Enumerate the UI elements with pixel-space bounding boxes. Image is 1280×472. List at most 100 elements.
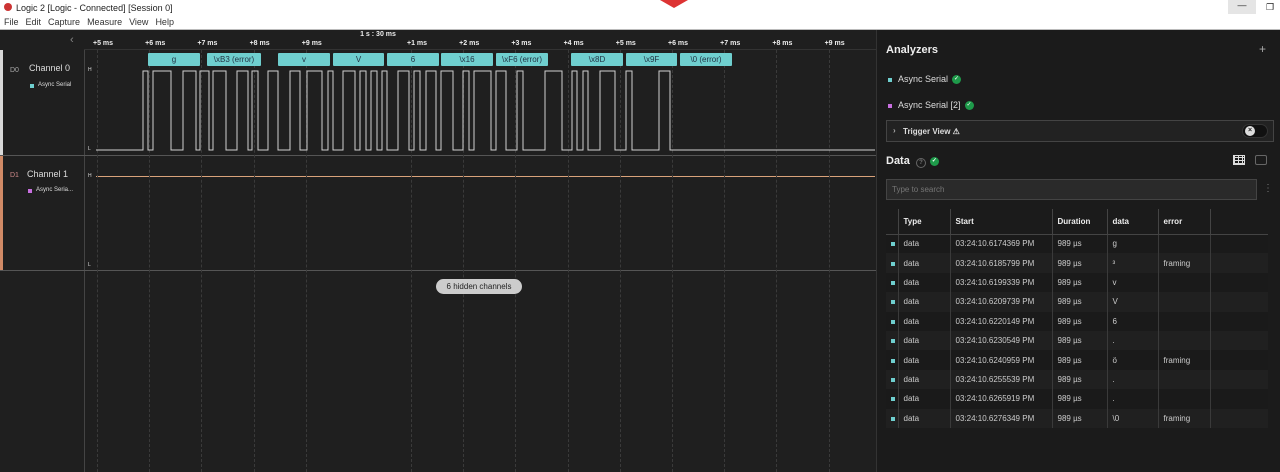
time-ruler: 1 s : 30 ms +5 ms +6 ms +7 ms +8 ms +9 ms +1 … xyxy=(84,30,876,50)
title-bar: Logic 2 [Logic - Connected] [Session 0] … xyxy=(0,0,1280,15)
protocol-annotation[interactable]: \xB3 (error) xyxy=(207,53,261,66)
app-logo-icon xyxy=(4,3,12,11)
table-row[interactable]: data 03:24:10.6230549 PM 989 µs. xyxy=(886,330,1268,351)
analyzer-item[interactable]: Async Serial [2] ✓ xyxy=(888,100,974,111)
column-header-duration[interactable]: Duration xyxy=(1052,209,1108,235)
terminal-view-icon[interactable] xyxy=(1255,155,1267,165)
time-tick: +9 ms xyxy=(301,40,322,47)
grid-line xyxy=(619,50,621,472)
trigger-toggle[interactable]: × xyxy=(1242,124,1268,138)
menu-file[interactable]: File xyxy=(4,17,19,27)
table-row[interactable]: data 03:24:10.6174369 PM 989 µs g xyxy=(886,234,1268,254)
minimize-button[interactable]: — xyxy=(1228,0,1256,14)
channel-name[interactable]: Channel 1 xyxy=(27,169,69,179)
column-header-error[interactable]: error xyxy=(1158,209,1211,235)
close-icon: × xyxy=(1245,126,1255,136)
protocol-annotation[interactable]: g xyxy=(148,53,200,66)
grid-line xyxy=(672,50,673,472)
time-tick: +9 ms xyxy=(824,40,845,47)
table-row[interactable]: data 03:24:10.6276349 PM 989 µs \0 framing xyxy=(886,408,1268,428)
table-row[interactable]: data 03:24:10.6220149 PM 989 µs 6 xyxy=(886,311,1268,331)
table-row[interactable]: data 03:24:10.6255539 PM 989 µs. xyxy=(886,369,1268,390)
channel-0-waveform xyxy=(96,70,875,151)
column-header-type[interactable]: Type xyxy=(898,209,951,235)
analyzer-item[interactable]: Async Serial ✓ xyxy=(888,74,962,85)
help-icon[interactable]: ? xyxy=(915,158,926,168)
cell-type: data xyxy=(898,350,951,370)
cell-type: data xyxy=(898,234,951,254)
channel-id: D1 xyxy=(10,172,19,179)
grid-line xyxy=(411,50,412,472)
search-input[interactable] xyxy=(886,179,1257,200)
protocol-annotation[interactable]: \0 (error) xyxy=(680,53,732,66)
cell-data: \0 xyxy=(1107,408,1159,428)
low-label: L xyxy=(88,146,91,152)
column-header-data[interactable]: data xyxy=(1107,209,1159,235)
grid-line xyxy=(776,50,778,472)
channel-row-1[interactable]: D1 Channel 1 Async Seria... H L xyxy=(0,156,876,271)
hidden-channels-button[interactable]: 6 hidden channels xyxy=(436,279,522,294)
channel-analyzer-label[interactable]: Async Seria... xyxy=(36,187,74,193)
channel-1-signal xyxy=(96,176,875,177)
add-analyzer-button[interactable]: + xyxy=(1259,42,1267,56)
row-color-icon xyxy=(891,397,895,402)
protocol-annotation[interactable]: 6 xyxy=(387,53,439,66)
table-row[interactable]: data 03:24:10.6199339 PM 989 µs v xyxy=(886,272,1268,293)
grid-line xyxy=(305,50,307,472)
table-row[interactable]: data 03:24:10.6240959 PM 989 µs ö framing xyxy=(886,350,1268,370)
grid-line xyxy=(724,50,726,472)
menu-help[interactable]: Help xyxy=(155,17,174,27)
time-tick: +5 ms xyxy=(92,40,114,47)
collapse-chevron-icon[interactable]: ‹ xyxy=(70,34,74,46)
cell-type: data xyxy=(898,369,951,390)
cell-error xyxy=(1158,369,1211,390)
cell-type: data xyxy=(898,253,951,273)
high-label: H xyxy=(88,173,92,179)
menu-edit[interactable]: Edit xyxy=(25,17,42,27)
channel-analyzer-label[interactable]: Async Serial xyxy=(38,82,72,88)
cell-duration: 989 µs xyxy=(1052,272,1108,293)
protocol-annotation[interactable]: \xF6 (error) xyxy=(496,53,548,66)
channel-name[interactable]: Channel 0 xyxy=(29,63,71,73)
analyzer-color-icon xyxy=(888,104,892,108)
cell-type: data xyxy=(898,272,951,293)
restore-button[interactable]: ❐ xyxy=(1266,2,1275,12)
cell-data: V xyxy=(1107,292,1159,312)
analyzer-color-icon xyxy=(28,189,32,193)
time-tick: +2 ms xyxy=(459,40,480,47)
trigger-view-section[interactable]: › Trigger View ⚠ × xyxy=(886,120,1274,142)
table-row[interactable]: data 03:24:10.6265919 PM 989 µs. xyxy=(886,389,1268,409)
window-title: Logic 2 [Logic - Connected] [Session 0] xyxy=(16,3,173,13)
cell-data: ö xyxy=(1107,350,1159,370)
cell-error xyxy=(1158,292,1211,312)
protocol-annotation[interactable]: \x8D xyxy=(571,53,623,66)
menu-capture[interactable]: Capture xyxy=(48,17,81,27)
menu-view[interactable]: View xyxy=(129,17,149,27)
menu-measure[interactable]: Measure xyxy=(87,17,123,27)
analyzers-title: Analyzers xyxy=(886,44,938,56)
row-color-icon xyxy=(891,358,895,363)
cell-start: 03:24:10.6265919 PM xyxy=(950,389,1053,409)
analyzer-color-icon xyxy=(888,78,892,82)
column-header-start[interactable]: Start xyxy=(950,209,1053,235)
cell-error: framing xyxy=(1158,408,1211,428)
table-view-icon[interactable] xyxy=(1233,155,1245,165)
row-color-icon xyxy=(891,280,895,285)
channel-row-0[interactable]: D0 Channel 0 Async Serial H L xyxy=(0,50,876,156)
protocol-annotation[interactable]: \x9F xyxy=(626,53,677,66)
cell-data: . xyxy=(1107,330,1159,351)
table-row[interactable]: data 03:24:10.6185799 PM 989 µs ³ framing xyxy=(886,253,1268,273)
protocol-annotation[interactable]: v xyxy=(278,53,330,66)
table-row[interactable]: data 03:24:10.6209739 PM 989 µs V xyxy=(886,292,1268,312)
protocol-annotation[interactable]: V xyxy=(333,53,384,66)
grid-line xyxy=(515,50,517,472)
protocol-annotation[interactable]: \x16 xyxy=(441,53,493,66)
cell-start: 03:24:10.6230549 PM xyxy=(950,330,1053,351)
signal-trace xyxy=(96,70,875,151)
cell-type: data xyxy=(898,389,951,409)
cell-start: 03:24:10.6255539 PM xyxy=(950,369,1053,390)
cell-data: 6 xyxy=(1107,311,1159,331)
check-icon: ✓ xyxy=(952,75,962,85)
cell-start: 03:24:10.6220149 PM xyxy=(950,311,1053,331)
more-options-icon[interactable]: ⋮ xyxy=(1263,183,1273,194)
